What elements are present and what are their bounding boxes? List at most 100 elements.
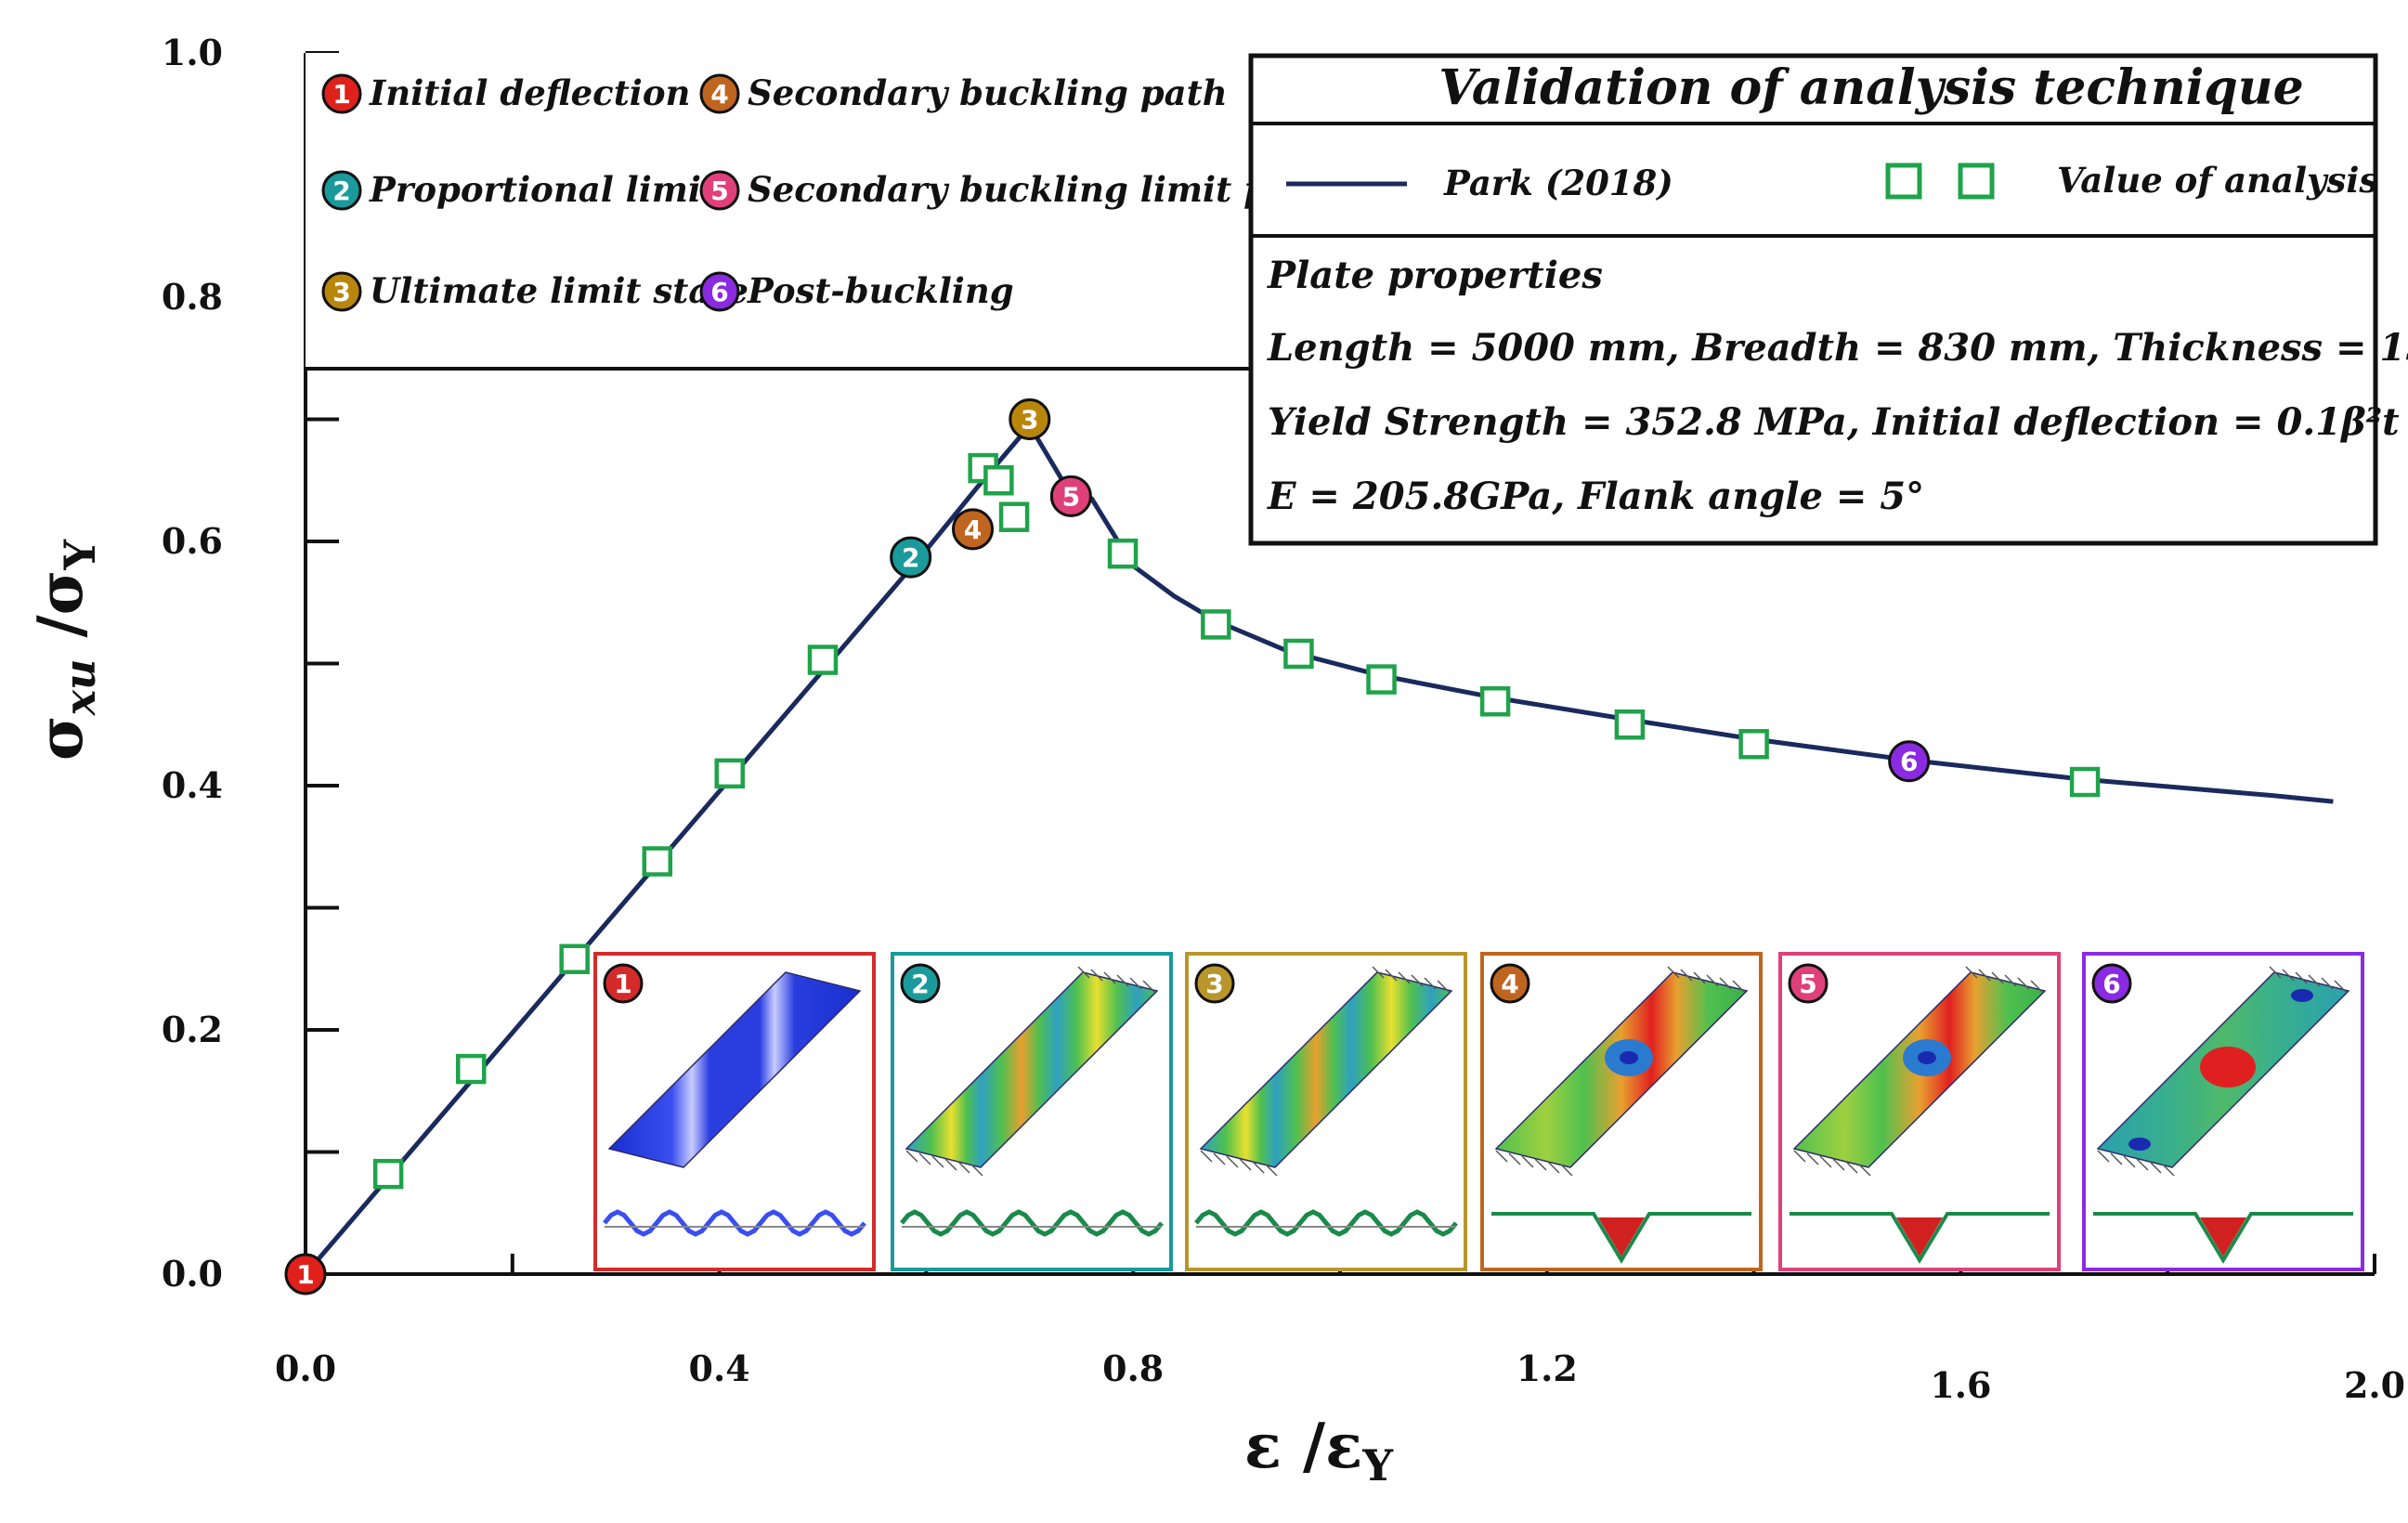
x-tick-label: 1.6 (1930, 1364, 1991, 1406)
legend-point-label: Post-buckling (747, 270, 1014, 311)
y-tick-label: 0.2 (162, 1009, 223, 1050)
load-arrow (970, 1164, 983, 1177)
load-arrow (2334, 980, 2347, 993)
load-arrow (1090, 969, 1103, 982)
inset-badge-label: 5 (1799, 969, 1816, 999)
point-marker-label: 5 (1062, 481, 1080, 512)
load-arrow (1226, 1155, 1239, 1168)
load-arrow (1142, 980, 1155, 993)
y-tick-label: 0.8 (162, 276, 223, 318)
load-arrow (2162, 1164, 2175, 1177)
point-marker (952, 508, 995, 551)
section-dent (2200, 1217, 2246, 1256)
section-profile (900, 1209, 1164, 1237)
points-layer: 1 2 3 4 5 6 (284, 398, 1931, 1295)
load-arrow (1693, 971, 1706, 984)
analysis-marker (2069, 766, 2101, 798)
load-arrow (1239, 1158, 1252, 1171)
load-arrow (2136, 1158, 2149, 1171)
point-marker-label: 2 (902, 542, 919, 573)
point-marker (1009, 398, 1051, 440)
bulge-spot (2200, 1047, 2256, 1087)
section-dent (1598, 1217, 1645, 1256)
legend-point-badge (321, 73, 362, 114)
points-legend: 1 Initial deflection 2 Proportional limit 3 U… (306, 53, 1345, 371)
inset-badge-label: 1 (614, 969, 631, 999)
y-tick-label: 0.0 (162, 1253, 223, 1295)
x-tick-label: 0.8 (1102, 1347, 1164, 1389)
x-axis-title: ε /εY (1244, 1410, 1394, 1490)
legend-point-badge (321, 170, 362, 211)
load-arrow (1793, 1150, 1806, 1163)
validation-legend: Validation of analysis technique Park (2… (1248, 53, 2408, 546)
load-arrow (1398, 971, 1411, 984)
load-arrow (1372, 966, 1385, 979)
load-arrow (2269, 966, 2282, 979)
load-arrow (918, 1152, 931, 1165)
point-marker-label: 4 (964, 514, 982, 545)
load-arrow (1706, 974, 1719, 987)
inset-panel: 2 (891, 952, 1173, 1271)
load-arrow (931, 1155, 944, 1168)
inset-badge (603, 963, 644, 1004)
analysis-marker (1283, 638, 1314, 670)
inset-badge (900, 963, 941, 1004)
inset-badge (1194, 963, 1235, 1004)
legend-point-number: 5 (710, 176, 728, 206)
load-arrow (2282, 969, 2295, 982)
point-marker (1888, 740, 1931, 783)
load-arrow (1680, 969, 1693, 982)
analysis-marker (1479, 686, 1511, 717)
section-profile (2093, 1212, 2353, 1264)
load-arrow (1508, 1152, 1521, 1165)
analysis-marker (714, 758, 745, 789)
y-axis-title: σxu /σY (24, 539, 105, 761)
load-arrow (1991, 971, 2004, 984)
analysis-marker (559, 944, 590, 974)
legend-point-label: Initial deflection (369, 72, 690, 113)
load-arrow (1129, 977, 1142, 990)
point-marker-label: 6 (1900, 747, 1918, 777)
properties-header: Plate properties (1267, 254, 1603, 297)
analysis-marker (807, 644, 839, 675)
point-marker-label: 3 (1021, 405, 1038, 436)
section-profile (1790, 1212, 2050, 1264)
inset-panel: 3 (1185, 952, 1467, 1271)
load-arrow (1424, 977, 1437, 990)
load-arrow (2321, 977, 2334, 990)
section-profile (603, 1209, 866, 1237)
analysis-marker (642, 846, 673, 877)
y-tick-label: 0.4 (162, 764, 223, 806)
section-dent (1896, 1217, 1943, 1256)
legend-point-badge (321, 271, 362, 312)
inset-badge-label: 2 (911, 969, 929, 999)
analysis-marker (1201, 609, 1231, 640)
point-marker (890, 536, 932, 579)
load-arrow (1252, 1161, 1265, 1174)
legend-point-number: 1 (332, 79, 350, 110)
properties-line-3: E = 205.8GPa, Flank angle = 5° (1267, 475, 1924, 518)
load-arrow (2097, 1150, 2110, 1163)
load-arrow (1732, 980, 1745, 993)
plate-model (1199, 971, 1453, 1168)
load-arrow (1832, 1158, 1845, 1171)
dent-core (1620, 1051, 1638, 1064)
load-arrow (2004, 974, 2017, 987)
x-ticks: 0.0 0.4 0.8 1.2 1.6 2.0 (275, 1254, 2405, 1406)
inset-panel: 6 (2082, 952, 2364, 1271)
load-arrow (1719, 977, 1732, 990)
load-arrow (2308, 974, 2321, 987)
inset-badge (1788, 963, 1829, 1004)
inset-badge-label: 4 (1501, 969, 1518, 999)
load-arrow (1103, 971, 1116, 984)
load-arrow (1495, 1150, 1508, 1163)
analysis-marker (372, 1158, 404, 1190)
legend-point-badge (699, 170, 740, 211)
load-arrow (1858, 1164, 1871, 1177)
plate-model (607, 971, 862, 1168)
load-arrow (1819, 1155, 1832, 1168)
x-tick-label: 0.4 (689, 1347, 750, 1389)
section-profile (1491, 1212, 1751, 1264)
legend-line-label: Park (2018) (1443, 163, 1673, 203)
load-arrow (1200, 1150, 1213, 1163)
